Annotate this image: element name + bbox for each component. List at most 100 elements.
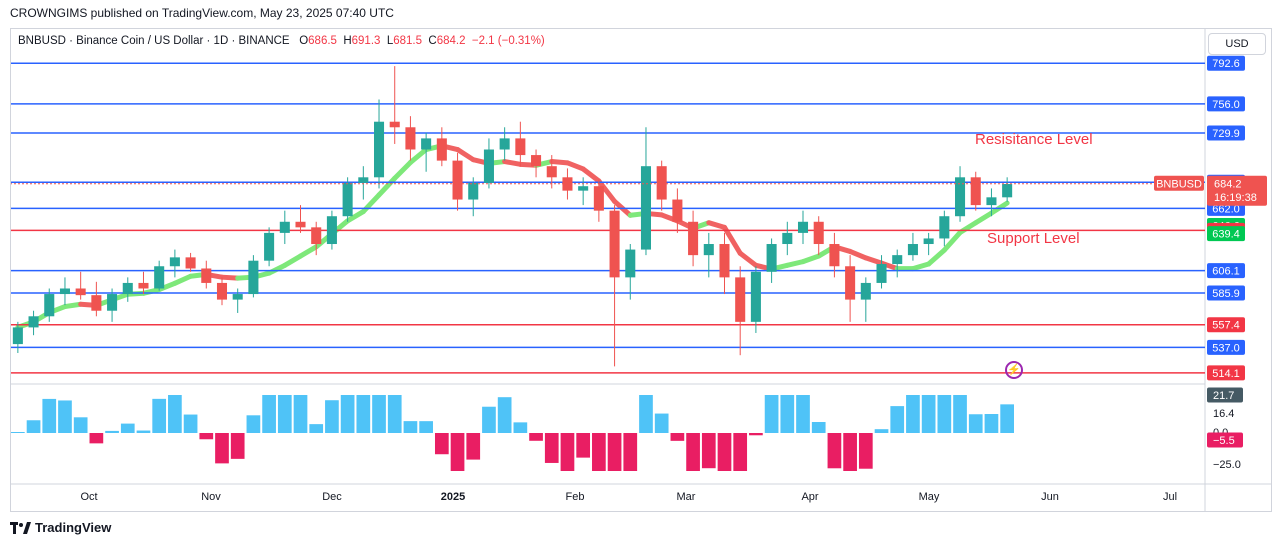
oscillator-bar <box>136 430 151 433</box>
ma-segment <box>266 262 288 276</box>
candle-body <box>232 294 243 300</box>
open-value: 686.5 <box>308 35 337 47</box>
osc-tick-label: −5.5 <box>1213 435 1235 447</box>
price-tag-bg <box>1207 175 1267 206</box>
level-label: 792.6 <box>1212 58 1240 70</box>
candle-body <box>201 268 212 283</box>
oscillator-bar <box>11 432 25 433</box>
candle-body <box>892 255 903 265</box>
oscillator-bar <box>764 395 779 433</box>
candle-body <box>986 197 997 206</box>
candle-body <box>279 221 290 233</box>
candle-body <box>28 316 39 328</box>
chart-frame <box>10 28 1272 512</box>
oscillator-bar <box>497 397 512 433</box>
currency-button[interactable]: USD <box>1208 33 1266 55</box>
ma-segment <box>863 255 885 266</box>
oscillator-bar <box>230 433 245 459</box>
brand-label: TradingView <box>35 520 112 535</box>
oscillator-bar <box>89 433 104 444</box>
candle-body <box>813 221 824 245</box>
candle-body <box>625 249 636 278</box>
ma-segment <box>549 159 570 166</box>
symbol-tag-bg <box>1154 175 1204 191</box>
candle-body <box>248 260 259 295</box>
oscillator-bar <box>968 414 983 433</box>
candle-body <box>531 155 542 167</box>
ma-segment <box>596 178 618 204</box>
candle-body <box>876 264 887 283</box>
ma-segment <box>580 166 602 184</box>
oscillator-bar <box>529 433 543 441</box>
oscillator-bar <box>544 433 559 463</box>
candle-body <box>44 294 55 317</box>
level-label-bg <box>1207 285 1245 301</box>
level-label-bg <box>1207 339 1245 355</box>
symbol-title: BNBUSD · Binance Coin / US Dollar · 1D ·… <box>18 35 290 47</box>
oscillator-histogram <box>11 395 1014 471</box>
time-tick-label: Mar <box>677 491 696 503</box>
level-label-bg <box>1207 317 1245 333</box>
candle-body <box>829 244 840 267</box>
oscillator-bar <box>26 420 41 433</box>
osc-tick-label: −25.0 <box>1213 459 1241 471</box>
candle-body <box>907 244 918 256</box>
oscillator-bar <box>576 433 591 458</box>
candle-body <box>185 257 196 269</box>
level-label-bg <box>1207 96 1245 112</box>
ma-segment <box>737 250 759 268</box>
level-label: 606.1 <box>1212 266 1240 278</box>
ma-segment <box>847 248 869 261</box>
oscillator-axis[interactable]: 21.716.40.0−5.5−25.0 <box>1207 387 1243 472</box>
ma-segment <box>706 220 727 230</box>
oscillator-bar <box>827 433 842 469</box>
oscillator-bar <box>906 395 920 433</box>
osc-label-bg <box>1207 387 1243 403</box>
time-tick-label: Oct <box>80 491 97 503</box>
level-label-bg <box>1207 263 1245 279</box>
replay-icon[interactable]: ⚡ <box>1005 361 1023 379</box>
oscillator-bar <box>953 395 967 433</box>
change-value: −2.1 (−0.31%) <box>471 35 545 47</box>
tradingview-brand[interactable]: TradingView <box>10 520 111 535</box>
time-tick-label: Feb <box>566 491 585 503</box>
candle-body <box>845 266 856 300</box>
oscillator-bar <box>1000 404 1014 433</box>
low-value: 681.5 <box>393 35 422 47</box>
oscillator-bar <box>670 433 685 441</box>
low-label: L <box>386 35 394 47</box>
oscillator-bar <box>921 395 936 433</box>
ma-segment <box>62 301 84 310</box>
oscillator-bar <box>937 395 952 433</box>
ma-segment <box>564 160 586 172</box>
candle-body <box>389 121 400 128</box>
candle-body <box>609 210 620 278</box>
level-label-bg <box>1207 55 1245 71</box>
candle-body <box>656 166 667 200</box>
candle-body <box>216 282 228 300</box>
oscillator-bar <box>513 422 528 433</box>
oscillator-bar <box>105 430 119 433</box>
oscillator-bar <box>984 414 999 433</box>
high-label: H <box>343 35 352 47</box>
oscillator-bar <box>58 400 72 433</box>
candle-body <box>750 271 761 322</box>
oscillator-bar <box>120 423 135 433</box>
ma-segment <box>376 175 398 198</box>
oscillator-bar <box>325 400 339 433</box>
symbol-legend[interactable]: BNBUSD · Binance Coin / US Dollar · 1D ·… <box>18 35 545 47</box>
oscillator-bar <box>403 421 418 433</box>
oscillator-bar <box>419 421 433 433</box>
time-axis[interactable]: Oct Nov Dec 2025 Feb Mar Apr May Jun Jul <box>80 491 1177 503</box>
oscillator-bar <box>372 395 386 433</box>
candle-body <box>452 160 463 200</box>
support-annotation: Support Level <box>987 230 1080 247</box>
oscillator-bar <box>654 413 669 433</box>
time-tick-label: 2025 <box>441 491 465 503</box>
open-label: O <box>299 35 309 47</box>
candle-body <box>169 257 180 267</box>
osc-tick-label: 21.7 <box>1213 390 1234 402</box>
ma-segment <box>973 210 994 226</box>
oscillator-bar <box>450 433 465 471</box>
